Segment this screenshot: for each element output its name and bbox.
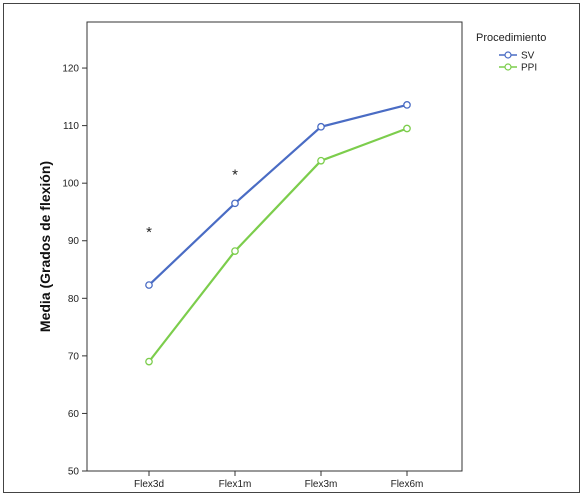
data-point-sv <box>231 199 239 208</box>
significance-marker: * <box>232 167 238 184</box>
data-point-sv <box>403 101 411 109</box>
plot-area <box>86 21 463 472</box>
x-tick-label: Flex3m <box>305 479 338 490</box>
legend-label-ppi: PPI <box>521 63 537 74</box>
y-tick-label: 100 <box>62 179 79 190</box>
annotations: ** <box>146 167 238 242</box>
y-tick-label: 60 <box>68 409 80 420</box>
y-tick-label: 110 <box>63 121 79 132</box>
data-point-sv <box>317 122 325 131</box>
data-point-sv <box>145 281 153 289</box>
x-tick-label: Flex1m <box>219 479 252 490</box>
data-point-ppi <box>317 156 325 165</box>
legend-label-sv: SV <box>521 51 535 62</box>
y-tick-label: 70 <box>68 351 80 362</box>
y-tick-label: 90 <box>68 236 80 247</box>
x-tick-label: Flex3d <box>134 479 164 490</box>
x-axis: Flex3d Flex1m Flex3m Flex6m <box>134 471 423 490</box>
x-tick-label: Flex6m <box>391 479 424 490</box>
y-axis: 50 60 70 80 90 100 110 120 <box>62 64 87 478</box>
significance-marker: * <box>146 224 152 241</box>
series-line-ppi <box>148 127 408 363</box>
y-tick-label: 80 <box>68 294 80 305</box>
legend-marker-ppi <box>504 63 512 71</box>
y-tick-label: 120 <box>62 64 79 75</box>
data-point-ppi <box>403 124 411 133</box>
legend-title: Procedimiento <box>476 32 546 44</box>
series-line-sv <box>148 103 408 286</box>
y-axis-label: Media (Grados de flexión) <box>37 161 53 332</box>
data-point-ppi <box>231 247 239 255</box>
y-tick-label: 50 <box>68 467 80 478</box>
data-point-ppi <box>145 357 153 366</box>
legend-marker-sv <box>504 51 512 59</box>
series-layer <box>145 101 411 366</box>
